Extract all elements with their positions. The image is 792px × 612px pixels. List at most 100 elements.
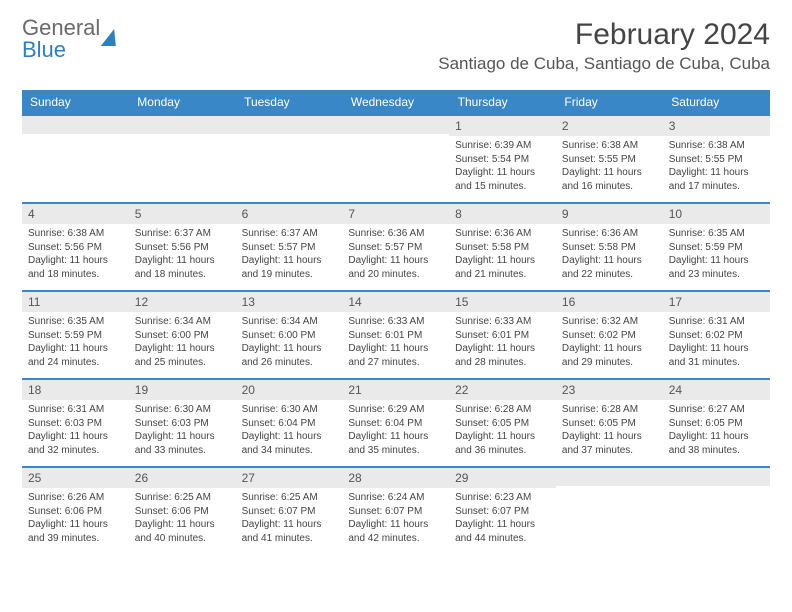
day-header: Friday xyxy=(556,90,663,115)
day-detail: Sunrise: 6:30 AMSunset: 6:04 PMDaylight:… xyxy=(236,400,343,462)
calendar-cell: 7Sunrise: 6:36 AMSunset: 5:57 PMDaylight… xyxy=(342,203,449,291)
day-detail: Sunrise: 6:23 AMSunset: 6:07 PMDaylight:… xyxy=(449,488,556,550)
day-number: 19 xyxy=(129,380,236,400)
calendar-cell: 10Sunrise: 6:35 AMSunset: 5:59 PMDayligh… xyxy=(663,203,770,291)
day-detail: Sunrise: 6:35 AMSunset: 5:59 PMDaylight:… xyxy=(22,312,129,374)
brand-word-blue: Blue xyxy=(22,37,66,62)
calendar-cell: 12Sunrise: 6:34 AMSunset: 6:00 PMDayligh… xyxy=(129,291,236,379)
day-detail: Sunrise: 6:32 AMSunset: 6:02 PMDaylight:… xyxy=(556,312,663,374)
calendar-table: SundayMondayTuesdayWednesdayThursdayFrid… xyxy=(22,90,770,555)
calendar-cell: 13Sunrise: 6:34 AMSunset: 6:00 PMDayligh… xyxy=(236,291,343,379)
calendar-week-row: 25Sunrise: 6:26 AMSunset: 6:06 PMDayligh… xyxy=(22,467,770,555)
calendar-cell: 29Sunrise: 6:23 AMSunset: 6:07 PMDayligh… xyxy=(449,467,556,555)
calendar-cell: 4Sunrise: 6:38 AMSunset: 5:56 PMDaylight… xyxy=(22,203,129,291)
day-header: Monday xyxy=(129,90,236,115)
brand-logo: General Blue xyxy=(22,18,117,62)
day-header: Saturday xyxy=(663,90,770,115)
day-number: 7 xyxy=(342,204,449,224)
calendar-cell: 25Sunrise: 6:26 AMSunset: 6:06 PMDayligh… xyxy=(22,467,129,555)
calendar-cell: 1Sunrise: 6:39 AMSunset: 5:54 PMDaylight… xyxy=(449,115,556,203)
calendar-body: 1Sunrise: 6:39 AMSunset: 5:54 PMDaylight… xyxy=(22,115,770,555)
day-number: 16 xyxy=(556,292,663,312)
brand-triangle-icon xyxy=(101,29,118,46)
calendar-week-row: 4Sunrise: 6:38 AMSunset: 5:56 PMDaylight… xyxy=(22,203,770,291)
day-number: 14 xyxy=(342,292,449,312)
calendar-cell: 11Sunrise: 6:35 AMSunset: 5:59 PMDayligh… xyxy=(22,291,129,379)
day-detail: Sunrise: 6:25 AMSunset: 6:07 PMDaylight:… xyxy=(236,488,343,550)
day-number xyxy=(342,116,449,134)
day-number: 3 xyxy=(663,116,770,136)
day-number: 15 xyxy=(449,292,556,312)
day-number xyxy=(236,116,343,134)
day-number: 22 xyxy=(449,380,556,400)
calendar-cell: 6Sunrise: 6:37 AMSunset: 5:57 PMDaylight… xyxy=(236,203,343,291)
day-number: 25 xyxy=(22,468,129,488)
day-number: 9 xyxy=(556,204,663,224)
day-number xyxy=(556,468,663,486)
day-number: 4 xyxy=(22,204,129,224)
calendar-cell: 18Sunrise: 6:31 AMSunset: 6:03 PMDayligh… xyxy=(22,379,129,467)
day-detail: Sunrise: 6:33 AMSunset: 6:01 PMDaylight:… xyxy=(342,312,449,374)
day-number: 23 xyxy=(556,380,663,400)
day-detail: Sunrise: 6:36 AMSunset: 5:58 PMDaylight:… xyxy=(556,224,663,286)
day-number: 6 xyxy=(236,204,343,224)
day-detail: Sunrise: 6:28 AMSunset: 6:05 PMDaylight:… xyxy=(556,400,663,462)
day-number: 26 xyxy=(129,468,236,488)
day-detail: Sunrise: 6:34 AMSunset: 6:00 PMDaylight:… xyxy=(129,312,236,374)
day-detail: Sunrise: 6:34 AMSunset: 6:00 PMDaylight:… xyxy=(236,312,343,374)
day-number: 17 xyxy=(663,292,770,312)
calendar-week-row: 18Sunrise: 6:31 AMSunset: 6:03 PMDayligh… xyxy=(22,379,770,467)
day-detail: Sunrise: 6:30 AMSunset: 6:03 PMDaylight:… xyxy=(129,400,236,462)
calendar-cell: 23Sunrise: 6:28 AMSunset: 6:05 PMDayligh… xyxy=(556,379,663,467)
day-number: 20 xyxy=(236,380,343,400)
day-detail: Sunrise: 6:31 AMSunset: 6:02 PMDaylight:… xyxy=(663,312,770,374)
day-number xyxy=(22,116,129,134)
day-detail: Sunrise: 6:38 AMSunset: 5:55 PMDaylight:… xyxy=(663,136,770,198)
header: General Blue February 2024 Santiago de C… xyxy=(22,18,770,74)
day-header: Tuesday xyxy=(236,90,343,115)
day-number: 1 xyxy=(449,116,556,136)
day-detail: Sunrise: 6:27 AMSunset: 6:05 PMDaylight:… xyxy=(663,400,770,462)
title-block: February 2024 Santiago de Cuba, Santiago… xyxy=(438,18,770,74)
day-number: 18 xyxy=(22,380,129,400)
calendar-cell xyxy=(342,115,449,203)
calendar-cell: 27Sunrise: 6:25 AMSunset: 6:07 PMDayligh… xyxy=(236,467,343,555)
calendar-cell xyxy=(22,115,129,203)
calendar-cell: 16Sunrise: 6:32 AMSunset: 6:02 PMDayligh… xyxy=(556,291,663,379)
location-text: Santiago de Cuba, Santiago de Cuba, Cuba xyxy=(438,54,770,74)
day-detail: Sunrise: 6:37 AMSunset: 5:56 PMDaylight:… xyxy=(129,224,236,286)
day-number: 5 xyxy=(129,204,236,224)
calendar-cell xyxy=(129,115,236,203)
day-number xyxy=(663,468,770,486)
day-detail: Sunrise: 6:31 AMSunset: 6:03 PMDaylight:… xyxy=(22,400,129,462)
day-number: 24 xyxy=(663,380,770,400)
day-header: Wednesday xyxy=(342,90,449,115)
calendar-cell: 24Sunrise: 6:27 AMSunset: 6:05 PMDayligh… xyxy=(663,379,770,467)
brand-text: General Blue xyxy=(22,18,100,62)
calendar-cell xyxy=(663,467,770,555)
day-detail: Sunrise: 6:38 AMSunset: 5:56 PMDaylight:… xyxy=(22,224,129,286)
day-number: 21 xyxy=(342,380,449,400)
day-detail: Sunrise: 6:37 AMSunset: 5:57 PMDaylight:… xyxy=(236,224,343,286)
day-number: 2 xyxy=(556,116,663,136)
calendar-week-row: 1Sunrise: 6:39 AMSunset: 5:54 PMDaylight… xyxy=(22,115,770,203)
day-detail: Sunrise: 6:36 AMSunset: 5:57 PMDaylight:… xyxy=(342,224,449,286)
day-detail: Sunrise: 6:26 AMSunset: 6:06 PMDaylight:… xyxy=(22,488,129,550)
calendar-cell: 3Sunrise: 6:38 AMSunset: 5:55 PMDaylight… xyxy=(663,115,770,203)
calendar-cell: 14Sunrise: 6:33 AMSunset: 6:01 PMDayligh… xyxy=(342,291,449,379)
day-number: 8 xyxy=(449,204,556,224)
calendar-cell: 26Sunrise: 6:25 AMSunset: 6:06 PMDayligh… xyxy=(129,467,236,555)
day-detail: Sunrise: 6:35 AMSunset: 5:59 PMDaylight:… xyxy=(663,224,770,286)
day-detail: Sunrise: 6:28 AMSunset: 6:05 PMDaylight:… xyxy=(449,400,556,462)
calendar-cell: 19Sunrise: 6:30 AMSunset: 6:03 PMDayligh… xyxy=(129,379,236,467)
calendar-cell: 20Sunrise: 6:30 AMSunset: 6:04 PMDayligh… xyxy=(236,379,343,467)
day-number: 11 xyxy=(22,292,129,312)
day-number: 28 xyxy=(342,468,449,488)
calendar-cell xyxy=(556,467,663,555)
day-detail: Sunrise: 6:24 AMSunset: 6:07 PMDaylight:… xyxy=(342,488,449,550)
calendar-cell: 28Sunrise: 6:24 AMSunset: 6:07 PMDayligh… xyxy=(342,467,449,555)
day-detail: Sunrise: 6:39 AMSunset: 5:54 PMDaylight:… xyxy=(449,136,556,198)
calendar-cell: 21Sunrise: 6:29 AMSunset: 6:04 PMDayligh… xyxy=(342,379,449,467)
day-number: 10 xyxy=(663,204,770,224)
month-title: February 2024 xyxy=(438,18,770,52)
